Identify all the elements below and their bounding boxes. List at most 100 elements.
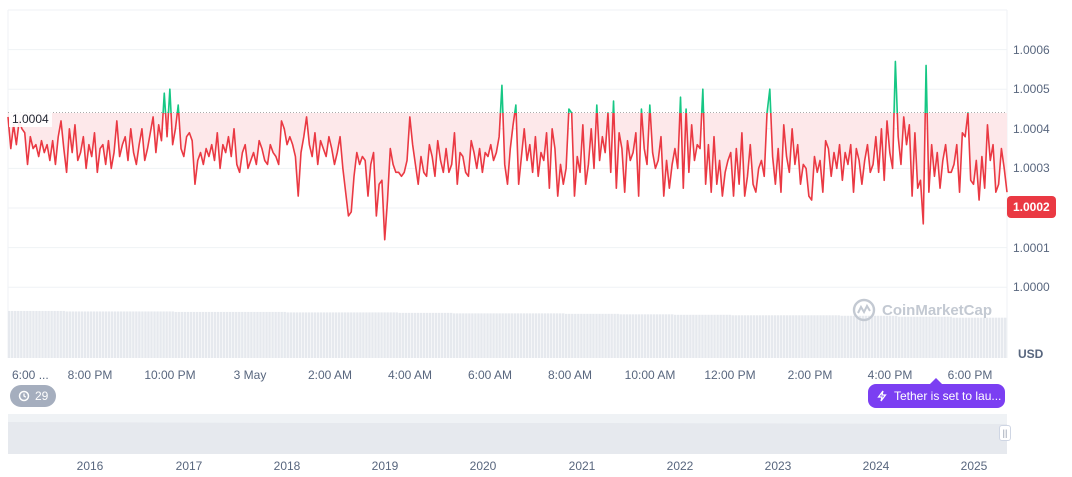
volume-bar: [737, 315, 740, 358]
events-counter-chip[interactable]: 29: [10, 385, 57, 407]
volume-bar: [976, 317, 980, 358]
volume-bar: [365, 312, 368, 358]
volume-bar: [807, 315, 810, 358]
volume-bar: [207, 311, 211, 358]
volume-bar: [210, 311, 214, 358]
volume-bar: [259, 311, 262, 358]
volume-bar: [168, 311, 171, 358]
volume-bar: [274, 311, 277, 358]
volume-bar: [519, 313, 523, 358]
volume-bar: [922, 316, 925, 358]
volume-bar: [204, 311, 208, 358]
volume-bar: [810, 315, 813, 358]
volume-bar: [565, 313, 568, 358]
volume-bar: [304, 312, 308, 358]
volume-bar: [116, 311, 120, 358]
volume-bar: [501, 313, 504, 358]
navigator-year-label: 2024: [862, 459, 890, 473]
volume-bar: [549, 313, 553, 358]
volume-bar: [873, 315, 877, 358]
navigator-year-label: 2025: [960, 459, 988, 473]
volume-bar: [183, 311, 187, 358]
volume-bar: [419, 312, 423, 358]
volume-bar: [888, 315, 892, 358]
volume-bar: [546, 313, 550, 358]
timeline-navigator[interactable]: [8, 414, 1007, 454]
volume-bar: [846, 315, 849, 358]
volume-bar: [174, 311, 177, 358]
volume-bar: [955, 317, 958, 358]
volume-bar: [98, 311, 102, 358]
volume-bar: [686, 314, 689, 358]
volume-bar: [456, 313, 459, 358]
volume-bar: [213, 311, 217, 358]
volume-bar: [307, 312, 311, 358]
volume-bar: [940, 316, 943, 358]
volume-bar: [885, 315, 889, 358]
volume-bar: [640, 314, 644, 358]
volume-bar: [331, 312, 335, 358]
volume-bar: [543, 313, 547, 358]
volume-bar: [985, 317, 989, 358]
volume-bar: [410, 312, 414, 358]
volume-bar: [677, 314, 680, 358]
volume-bar: [746, 315, 750, 358]
volume-bar: [123, 311, 126, 358]
volume-bar: [129, 311, 132, 358]
volume-bar: [328, 312, 332, 358]
volume-bar: [782, 315, 786, 358]
volume-bar: [701, 314, 704, 358]
volume-bar: [958, 317, 961, 358]
volume-bar: [474, 313, 477, 358]
volume-bar: [386, 312, 389, 358]
price-chart[interactable]: [0, 0, 1072, 360]
volume-bar: [350, 312, 353, 358]
volume-bar: [440, 312, 444, 358]
navigator-year-label: 2017: [175, 459, 203, 473]
volume-bar: [241, 311, 244, 358]
coinmarketcap-logo-icon: [852, 298, 876, 322]
volume-bar: [528, 313, 532, 358]
volume-bar: [225, 311, 229, 358]
volume-bar: [858, 315, 862, 358]
volume-bar: [646, 314, 650, 358]
volume-bar: [359, 312, 362, 358]
volume-bar: [232, 311, 235, 358]
volume-bar: [492, 313, 495, 358]
volume-bar: [531, 313, 535, 358]
volume-bar: [558, 313, 562, 358]
volume-bar: [362, 312, 365, 358]
volume-bar: [758, 315, 762, 358]
volume-bar: [83, 311, 87, 358]
volume-bar: [395, 312, 398, 358]
navigator-drag-handle[interactable]: ||: [999, 425, 1011, 441]
volume-bar: [734, 315, 737, 358]
price-line-below-reference: [7, 112, 1008, 241]
volume-bar: [407, 312, 411, 358]
volume-bar: [882, 315, 886, 358]
volume-bar: [404, 312, 407, 358]
volume-bar: [449, 312, 453, 358]
volume-bar: [819, 315, 822, 358]
volume-bar: [383, 312, 386, 358]
x-tick-label: 12:00 PM: [704, 368, 756, 382]
volume-bar: [761, 315, 765, 358]
volume-bar: [574, 313, 577, 358]
x-tick-label: 8:00 PM: [67, 368, 113, 382]
news-event-pill[interactable]: Tether is set to lau...: [868, 378, 1005, 408]
volume-bar: [459, 313, 462, 358]
navigator-year-label: 2018: [273, 459, 301, 473]
volume-bar: [192, 311, 196, 358]
volume-bar: [198, 311, 202, 358]
price-chart-svg: [7, 9, 1008, 358]
volume-bar: [189, 311, 193, 358]
volume-bar: [716, 314, 719, 358]
volume-bar: [104, 311, 108, 358]
volume-bar: [480, 313, 483, 358]
volume-bar: [20, 310, 23, 358]
y-tick-label: 1.0000: [1013, 280, 1050, 295]
volume-bar: [301, 312, 305, 358]
volume-bar: [17, 310, 20, 358]
navigator-year-label: 2016: [76, 459, 104, 473]
volume-bar: [552, 313, 556, 358]
